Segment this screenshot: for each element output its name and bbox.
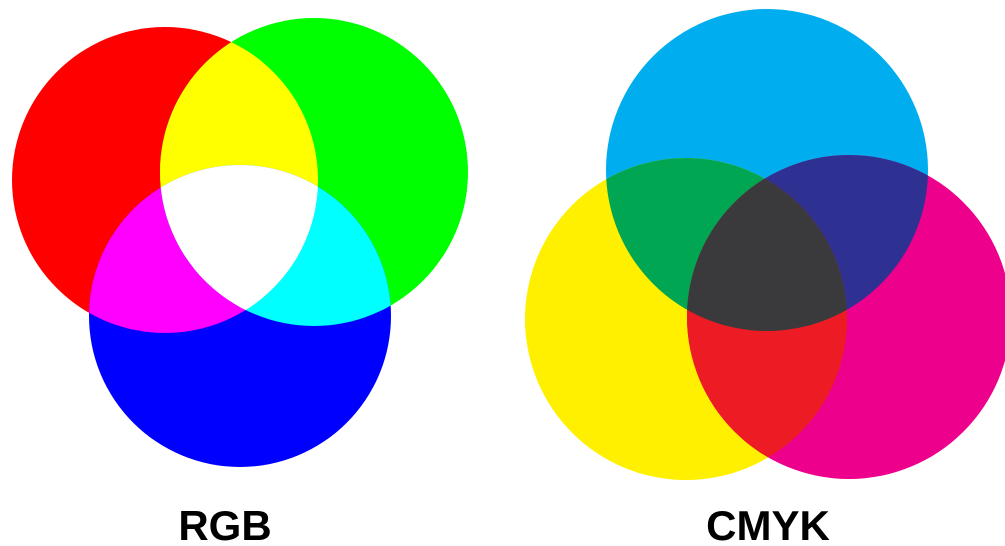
cmyk-label: CMYK bbox=[706, 502, 830, 546]
cmyk-model: CMYK bbox=[525, 9, 1005, 546]
rgb-label: RGB bbox=[178, 502, 271, 546]
dark-center-overlap bbox=[687, 158, 847, 331]
rgb-model: RGB bbox=[12, 18, 468, 546]
